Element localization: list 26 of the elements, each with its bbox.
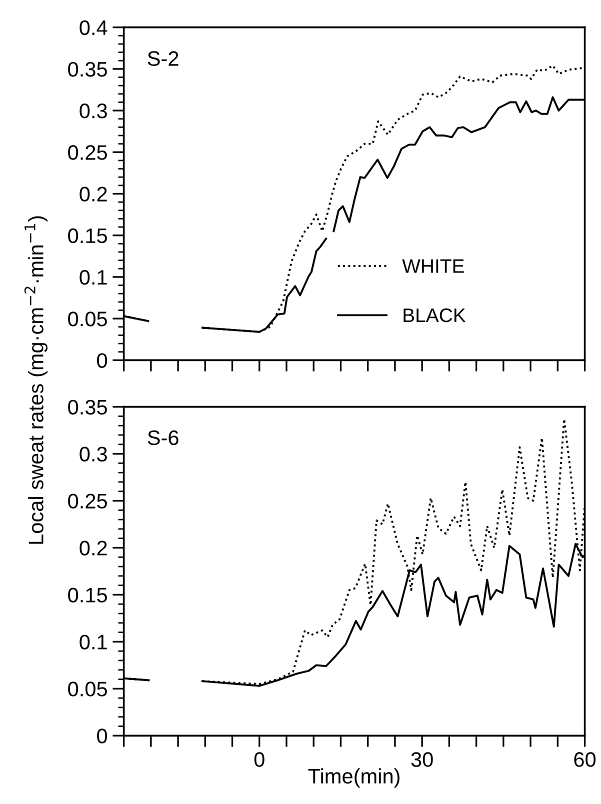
y-tick-label: 0.15 (68, 228, 107, 244)
annotation: S-2 (148, 51, 178, 66)
y-axis-title: Local sweat rates (mg·cm$^{−2}$·min$^{−1}$) (24, 216, 48, 544)
y-tick-label: 0.15 (68, 588, 107, 602)
y-tick-label: 0.1 (80, 634, 107, 650)
x-tick-label: 0 (254, 752, 264, 767)
y-tick-label: 0.1 (80, 270, 107, 285)
y-tick-label: 0.05 (68, 682, 107, 696)
x-tick-label: 30 (411, 752, 433, 767)
y-tick-label: 0.35 (68, 62, 107, 77)
legend-label: WHITE (402, 259, 464, 273)
y-tick-label: 0 (97, 728, 108, 744)
y-tick-label: 0.2 (80, 186, 107, 202)
x-axis-title: Time(min) (308, 768, 400, 788)
y-tick-label: 0.2 (80, 540, 107, 556)
x-tick-label: 60 (574, 752, 596, 767)
legend-label: BLACK (404, 308, 466, 322)
y-tick-label: 0 (97, 353, 108, 368)
y-tick-label: 0.4 (80, 20, 108, 36)
annotation: S-6 (148, 430, 178, 446)
y-tick-label: 0.3 (80, 446, 107, 462)
y-tick-label: 0.05 (68, 312, 107, 326)
y-tick-label: 0.25 (68, 145, 107, 160)
y-tick-label: 0.3 (80, 104, 107, 118)
y-tick-label: 0.25 (68, 494, 107, 509)
y-tick-label: 0.35 (68, 400, 107, 415)
